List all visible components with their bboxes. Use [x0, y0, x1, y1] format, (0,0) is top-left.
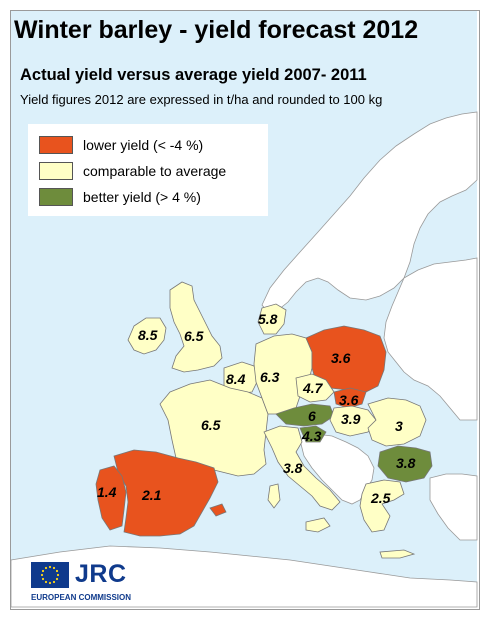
value-denmark: 5.8: [258, 311, 278, 327]
value-italy: 3.8: [283, 460, 303, 476]
value-slovakia: 3.6: [339, 392, 359, 408]
value-uk: 6.5: [184, 328, 204, 344]
slovakia-shape: [333, 387, 367, 409]
africa-land: [10, 545, 478, 608]
legend-swatch-better: [39, 188, 73, 206]
value-slovenia: 4.3: [302, 428, 322, 444]
legend-swatch-lower: [39, 136, 73, 154]
value-portugal: 1.4: [97, 484, 117, 500]
denmark-shape: [257, 303, 287, 335]
forecast-countries: [95, 281, 433, 559]
legend-label-better: better yield (> 4 %): [83, 189, 201, 205]
france-shape: [159, 379, 269, 477]
logo-name: JRC: [75, 560, 127, 588]
value-hungary: 3.9: [341, 411, 361, 427]
poland-shape: [305, 325, 387, 393]
hungary-shape: [329, 405, 377, 437]
sardinia-shape: [267, 483, 281, 509]
ireland-shape: [127, 317, 167, 355]
uk-shape: [169, 281, 223, 373]
legend-label-comparable: comparable to average: [83, 163, 227, 179]
legend-item-better: better yield (> 4 %): [39, 187, 201, 207]
value-bulgaria: 3.8: [396, 455, 416, 471]
value-benelux: 8.4: [226, 371, 246, 387]
portugal-shape: [95, 465, 127, 531]
scandinavia-land: [261, 111, 478, 313]
crete-shape: [379, 549, 416, 559]
legend-item-lower: lower yield (< -4 %): [39, 135, 203, 155]
spain-shape: [113, 449, 219, 537]
value-poland: 3.6: [331, 350, 351, 366]
sicily-shape: [305, 517, 331, 533]
value-ireland: 8.5: [138, 327, 158, 343]
value-czech: 4.7: [303, 380, 323, 396]
romania-shape: [367, 397, 427, 447]
eastern-land: [383, 257, 478, 421]
value-greece: 2.5: [371, 490, 391, 506]
value-spain: 2.1: [142, 487, 162, 503]
logo-org: EUROPEAN COMMISSION: [31, 593, 132, 602]
page-title: Winter barley - yield forecast 2012: [14, 16, 419, 44]
legend: lower yield (< -4 %) comparable to avera…: [28, 124, 268, 216]
value-austria: 6: [308, 408, 316, 424]
eu-flag-icon: [31, 562, 69, 588]
bulgaria-shape: [377, 445, 433, 483]
page-subtitle: Actual yield versus average yield 2007- …: [20, 66, 367, 84]
value-germany: 6.3: [260, 369, 280, 385]
legend-label-lower: lower yield (< -4 %): [83, 137, 204, 153]
legend-item-comparable: comparable to average: [39, 161, 226, 181]
value-romania: 3: [395, 418, 403, 434]
italy-shape: [263, 425, 341, 511]
units-note: Yield figures 2012 are expressed in t/ha…: [20, 92, 383, 107]
other-land: [10, 111, 478, 608]
czech-shape: [295, 373, 335, 403]
value-france: 6.5: [201, 417, 221, 433]
legend-swatch-comparable: [39, 162, 73, 180]
turkey-land: [429, 473, 478, 541]
jrc-logo: JRC EUROPEAN COMMISSION: [31, 560, 161, 604]
balearic-shape: [209, 503, 227, 517]
greece-shape: [359, 479, 405, 533]
slovenia-shape: [299, 425, 327, 443]
